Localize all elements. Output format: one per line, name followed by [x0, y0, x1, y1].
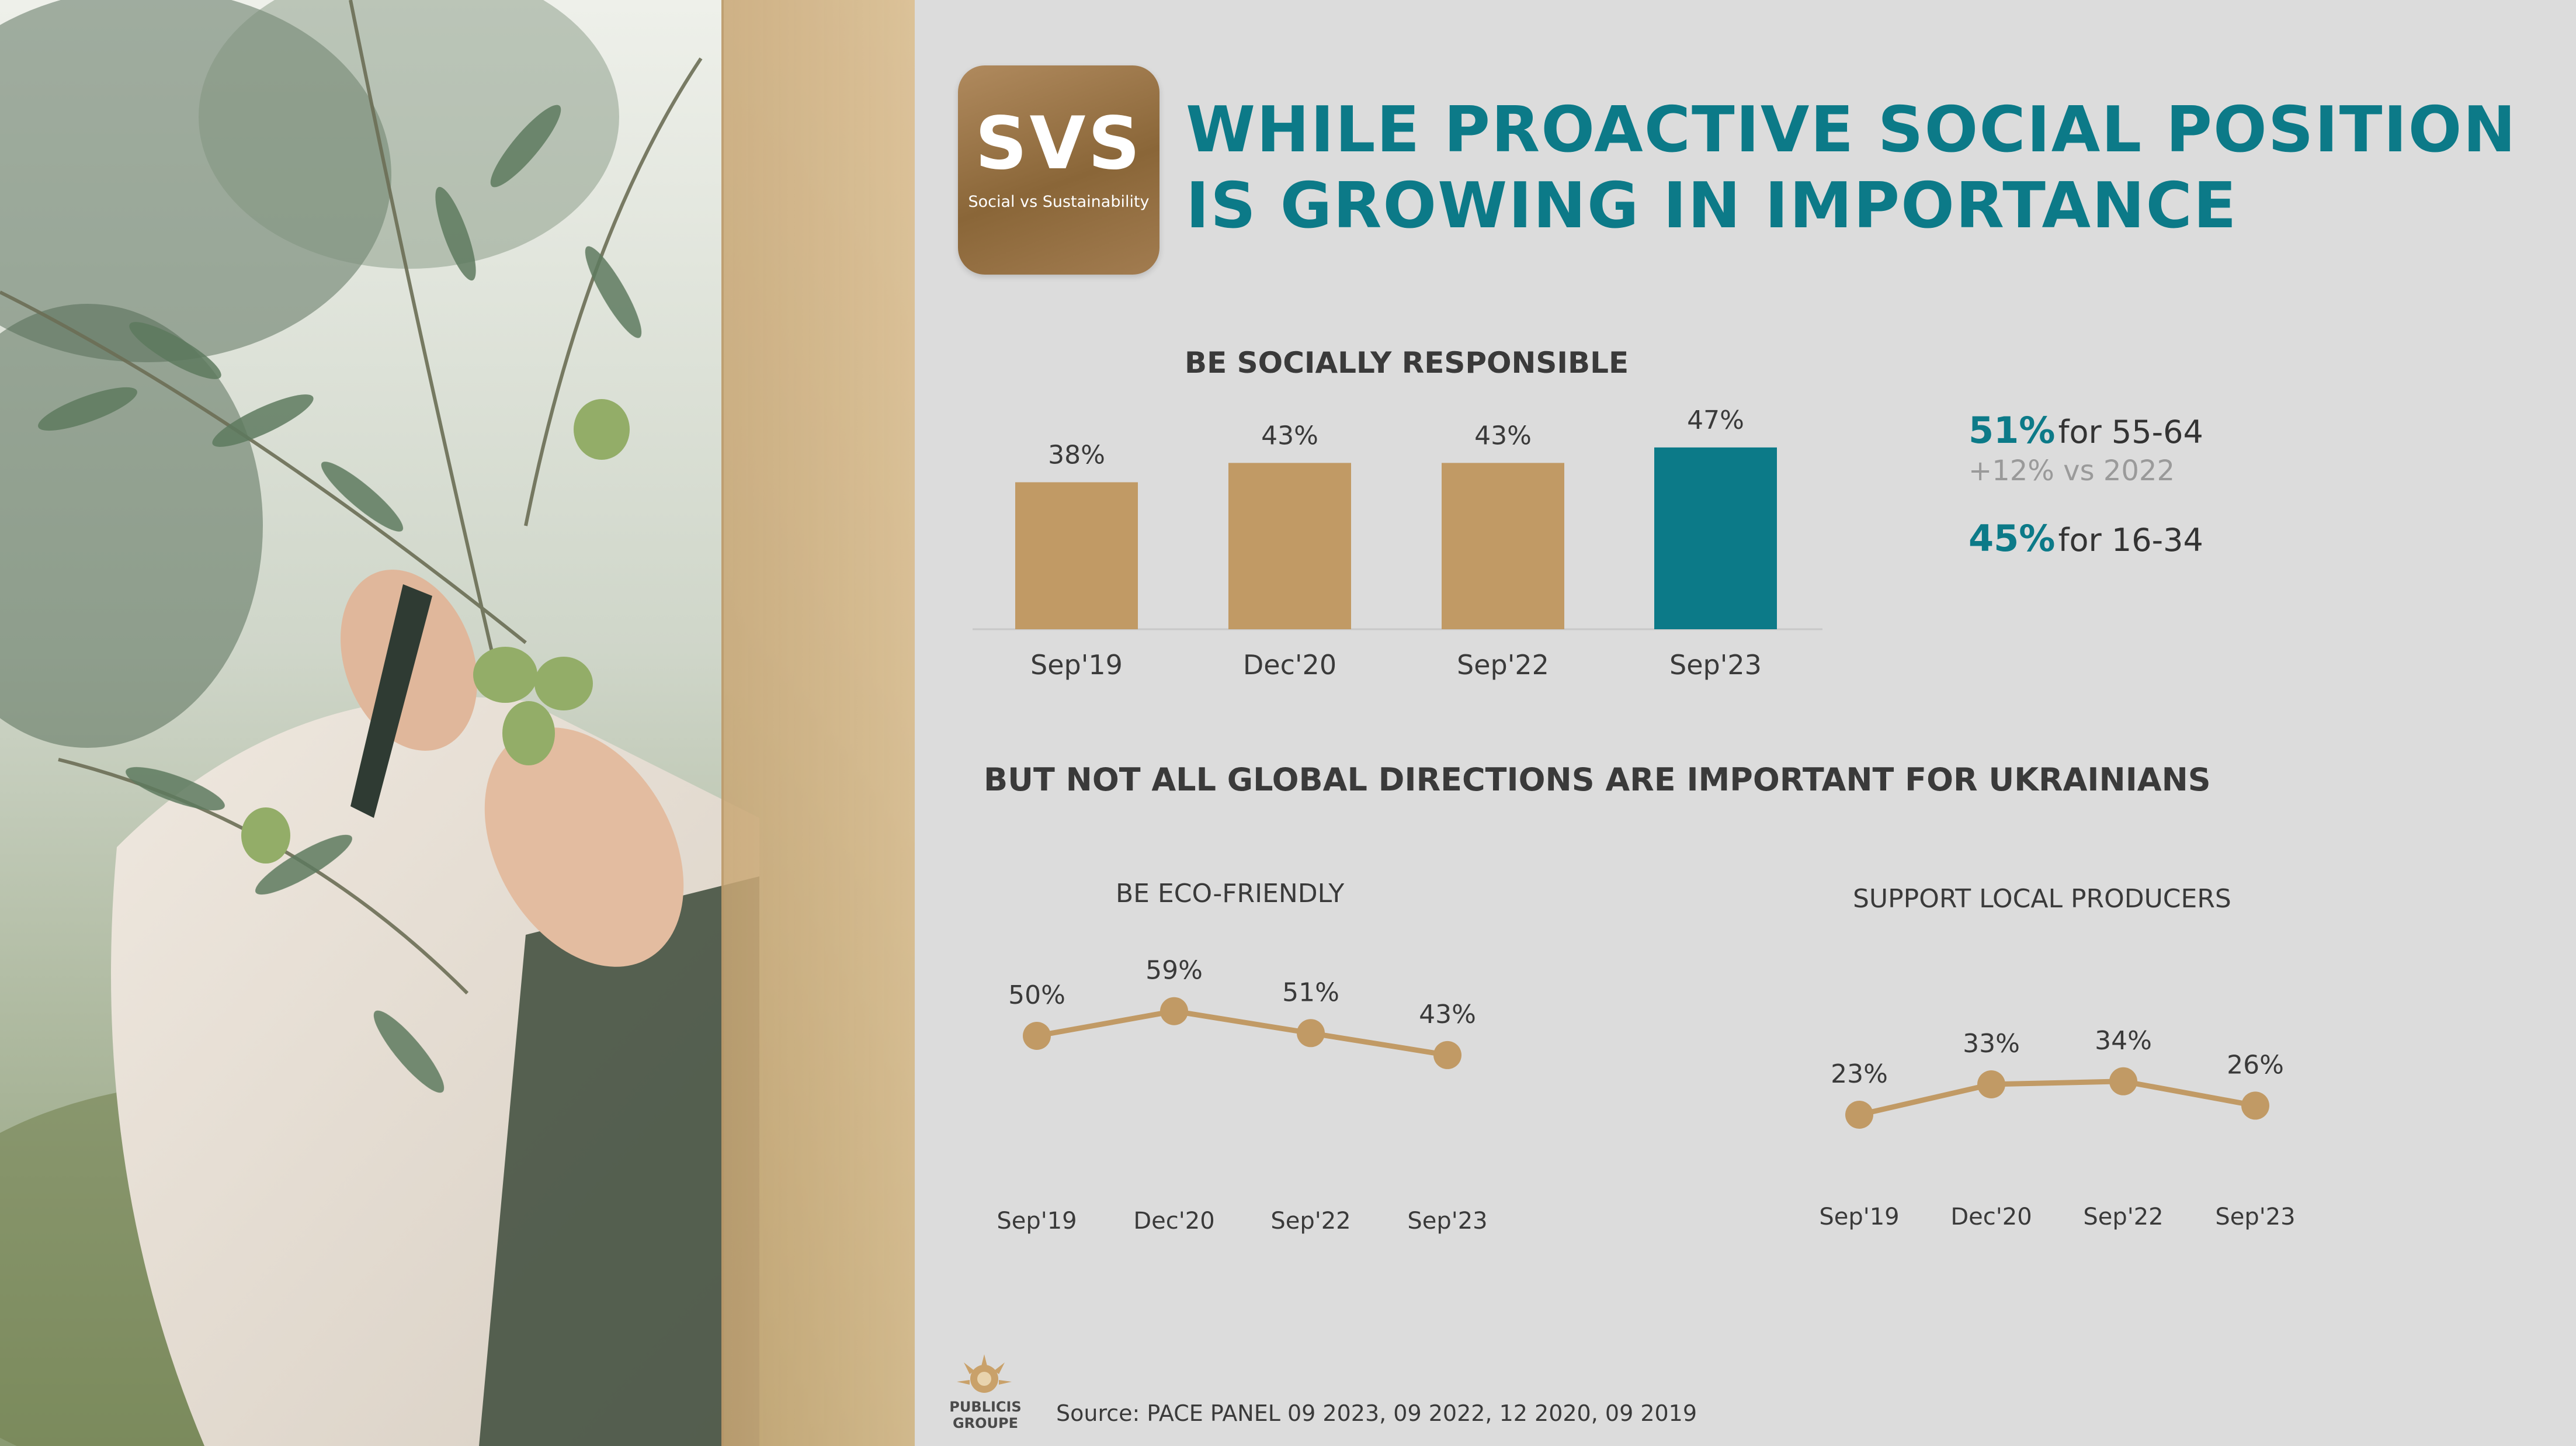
eco-value-label-0: 50%: [1008, 980, 1065, 1010]
local-category-label-1: Dec'20: [1950, 1204, 2032, 1230]
bar-value-label-3: 47%: [1687, 405, 1744, 435]
bar-category-label-1: Dec'20: [1243, 649, 1336, 681]
bar-chart-title: BE SOCIALLY RESPONSIBLE: [1185, 346, 1629, 380]
bar-category-label-3: Sep'23: [1669, 649, 1762, 681]
publicis-line2: GROUPE: [952, 1415, 1019, 1431]
local-value-label-3: 26%: [2227, 1050, 2284, 1080]
bar-value-label-0: 38%: [1048, 440, 1105, 470]
stat-55-64-change: +12% vs 2022: [1969, 455, 2175, 487]
stat-16-34: 45% for 16-34: [1969, 517, 2203, 560]
local-category-label-0: Sep'19: [1819, 1204, 1899, 1230]
eco-point-3: [1433, 1041, 1461, 1069]
eco-series-line: [1036, 1008, 1448, 1058]
bar-2: [1442, 463, 1564, 629]
olive-harvest-photo: [0, 0, 915, 1446]
bar-value-label-2: 43%: [1474, 421, 1532, 450]
svs-logo-subtitle: Social vs Sustainability: [968, 193, 1150, 211]
line-chart-local-producers: 23% Sep'19 33% Dec'20 34% Sep'22 26% Sep'23: [1819, 1026, 2295, 1230]
stat-55-64: 51% for 55-64: [1969, 409, 2203, 452]
eco-category-label-2: Sep'22: [1270, 1208, 1351, 1235]
stat-55-64-value: 51%: [1969, 409, 2056, 452]
eco-category-label-3: Sep'23: [1407, 1208, 1487, 1235]
local-category-label-3: Sep'23: [2215, 1204, 2295, 1230]
eco-category-label-1: Dec'20: [1133, 1208, 1214, 1235]
local-series-line: [1858, 1079, 2256, 1118]
lion-emblem-icon: [957, 1354, 1012, 1393]
photo-illustration: [0, 0, 915, 1446]
local-value-label-2: 34%: [2095, 1026, 2152, 1056]
local-category-label-2: Sep'22: [2083, 1204, 2163, 1230]
eco-chart-title: BE ECO-FRIENDLY: [1116, 879, 1345, 908]
stat-16-34-label: for 16-34: [2058, 522, 2203, 559]
bar-0: [1015, 482, 1138, 629]
source-note: Source: PACE PANEL 09 2023, 09 2022, 12 …: [1056, 1400, 1697, 1426]
publicis-groupe-wordmark: PUBLICIS GROUPE: [942, 1399, 1029, 1431]
bar-category-label-0: Sep'19: [1030, 649, 1123, 681]
local-point-2: [2109, 1067, 2137, 1095]
bar-chart-socially-responsible: 38% Sep'19 43% Dec'20 43% Sep'22 47% Sep'23: [973, 405, 1822, 681]
bar-1: [1228, 463, 1351, 629]
line-chart-eco-friendly: 50% Sep'19 59% Dec'20 51% Sep'22 43% Sep'23: [997, 956, 1487, 1235]
eco-point-1: [1160, 997, 1188, 1025]
svs-logo-badge: SVS Social vs Sustainability: [958, 65, 1159, 275]
local-point-3: [2241, 1091, 2269, 1120]
eco-point-0: [1023, 1022, 1051, 1050]
publicis-line1: PUBLICIS: [949, 1399, 1022, 1415]
page-title-line1: WHILE PROACTIVE SOCIAL POSITION: [1186, 93, 2517, 167]
local-point-1: [1977, 1070, 2005, 1098]
local-value-label-1: 33%: [1963, 1029, 2020, 1059]
page-title: WHILE PROACTIVE SOCIAL POSITION IS GROWI…: [1186, 92, 2541, 244]
local-chart-title: SUPPORT LOCAL PRODUCERS: [1853, 884, 2231, 914]
eco-value-label-2: 51%: [1282, 977, 1339, 1007]
eco-point-2: [1297, 1019, 1325, 1048]
local-value-label-0: 23%: [1831, 1059, 1888, 1089]
stat-55-64-label: for 55-64: [2058, 414, 2203, 450]
eco-value-label-3: 43%: [1419, 1000, 1476, 1029]
local-point-0: [1845, 1101, 1873, 1129]
bar-3: [1654, 447, 1777, 629]
stat-16-34-value: 45%: [1969, 517, 2056, 560]
svs-logo-text: SVS: [975, 102, 1143, 186]
publicis-groupe-logo: [946, 1350, 1022, 1437]
page-title-line2: IS GROWING IN IMPORTANCE: [1186, 169, 2238, 242]
bar-category-label-2: Sep'22: [1457, 649, 1549, 681]
bar-value-label-1: 43%: [1261, 421, 1318, 450]
section-subtitle: BUT NOT ALL GLOBAL DIRECTIONS ARE IMPORT…: [984, 761, 2211, 798]
eco-value-label-1: 59%: [1145, 956, 1203, 986]
eco-category-label-0: Sep'19: [997, 1208, 1077, 1235]
